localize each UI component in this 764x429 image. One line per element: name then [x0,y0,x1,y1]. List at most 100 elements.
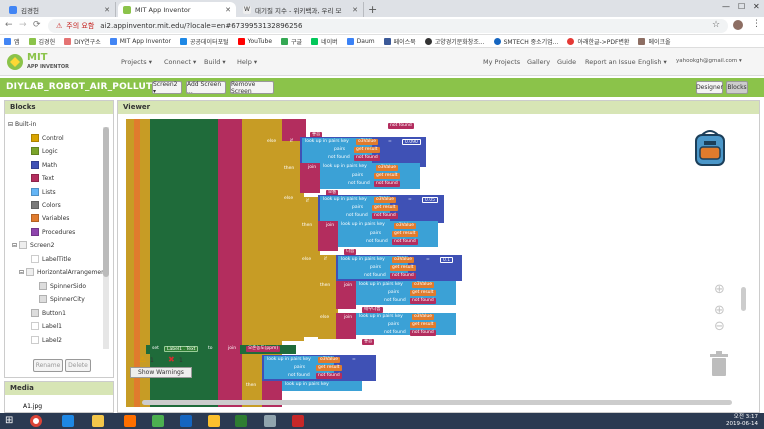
get-result-block[interactable]: get result [374,173,400,179]
nav-gallery[interactable]: Gallery [527,58,551,66]
close-icon[interactable]: ✕ [352,5,358,14]
star-icon[interactable]: ☆ [712,20,721,30]
number-threshold[interactable]: 0.1 [440,257,454,263]
number-threshold[interactable]: 0.090 [402,139,421,145]
media-player-icon[interactable] [124,415,136,427]
rename-button[interactable]: Rename [33,359,63,372]
category-logic[interactable]: Logic [31,147,58,155]
text-not-found[interactable]: not found [374,181,400,187]
text-not-found[interactable]: not found [410,330,436,336]
text-not-found[interactable]: not found [388,123,414,129]
category-math[interactable]: Math [31,161,57,169]
trash-icon[interactable] [708,351,730,377]
variable-o3value[interactable]: o3Value [356,139,378,145]
tab-kim[interactable]: 김경헌 ✕ [4,2,116,17]
add-screen-button[interactable]: Add Screen ... [186,81,226,95]
avatar[interactable] [733,20,743,30]
new-tab-button[interactable]: + [368,3,378,16]
close-window-button[interactable]: ✕ [753,2,760,11]
text-not-found[interactable]: not found [410,298,436,304]
join-block[interactable] [336,281,356,309]
mit-logo[interactable]: MIT APP INVENTOR [6,52,78,72]
bookmark-makeall[interactable]: 메이크올 [638,37,671,46]
text-not-found[interactable]: not found [392,239,418,245]
bookmark-diylab[interactable]: DIY연구소 [64,37,101,46]
text-not-found[interactable]: not found [372,213,398,219]
zoom-out-icon[interactable]: ⊖ [714,319,725,334]
tab-mit-app-inventor[interactable]: MIT App Inventor ✕ [118,2,236,17]
delete-button[interactable]: Delete [65,359,91,372]
bookmark-smtech[interactable]: SMTECH 중소기업... [493,37,558,46]
blocks-button[interactable]: Blocks [726,81,748,94]
screen-select[interactable]: Screen2 ▾ [152,81,182,95]
system-clock[interactable]: 오전 3:17 2019-06-14 [726,414,758,427]
variable-o3value[interactable]: o3Value [412,314,434,320]
remove-screen-button[interactable]: Remove Screen [230,81,274,95]
close-icon[interactable]: ✕ [104,5,110,14]
text-not-found[interactable]: not found [354,155,380,161]
media-file-a1[interactable]: A1.jpg [23,403,43,410]
excel-icon[interactable] [235,415,247,427]
url-field[interactable]: ⚠ 주의 요함 ai2.appinventor.mit.edu/?locale=… [48,19,728,33]
windows-start-icon[interactable]: ⊞ [5,415,14,426]
tree-scrollbar[interactable] [103,127,109,349]
app-icon[interactable] [264,415,276,427]
zoom-in-icon[interactable]: ⊕ [714,303,725,318]
join-block[interactable] [218,345,240,354]
maximize-button[interactable]: ☐ [738,2,746,11]
get-result-block[interactable]: get result [410,290,436,296]
component-label1[interactable]: Label1 [31,322,62,330]
variable-o3value[interactable]: o3Value [394,223,416,229]
get-result-block[interactable]: get result [354,147,380,153]
category-colors[interactable]: Colors [31,201,61,209]
join-block[interactable] [300,163,320,193]
lookup-pairs-block[interactable]: look up in pairs key [356,281,456,305]
backpack-icon[interactable] [690,127,730,169]
variable-o3value[interactable]: o3Value [392,257,414,263]
get-result-block[interactable]: get result [390,265,416,271]
category-control[interactable]: Control [31,134,64,142]
bookmark-google[interactable]: 구글 [281,37,302,46]
component-spinnercity[interactable]: SpinnerCity [39,295,85,303]
join-block[interactable] [336,313,356,339]
forward-icon[interactable]: → [19,20,27,30]
component-label2[interactable]: Label2 [31,336,62,344]
join-block[interactable] [318,221,338,251]
nav-guide[interactable]: Guide [557,58,577,66]
nav-account[interactable]: yahookgh@gmail.com ▾ [676,58,742,64]
bookmark-apps[interactable]: 앱 [4,37,20,46]
text-grade[interactable]: 보통 [326,190,339,196]
designer-button[interactable]: Designer [696,81,723,94]
workspace-vscroll-thumb[interactable] [741,287,746,311]
reload-icon[interactable]: ⟳ [33,20,41,30]
if-else-block[interactable] [318,255,338,339]
ie-icon[interactable] [62,415,74,427]
word-icon[interactable] [180,415,192,427]
workspace-hscroll-thumb[interactable] [142,400,732,405]
category-procedures[interactable]: Procedures [31,228,75,236]
variable-o3value[interactable]: o3Value [374,197,396,203]
bookmark-mit[interactable]: MIT App Inventor [109,37,171,45]
explorer-icon[interactable] [92,415,104,427]
tab-wikipedia[interactable]: W 대기질 지수 - 위키백과, 우리 모 ✕ [238,2,364,17]
tree-screen2[interactable]: ⊟ Screen2 [12,241,55,249]
text-block[interactable] [282,119,306,141]
text-not-found[interactable]: not found [390,273,416,279]
nav-projects[interactable]: Projects ▾ [121,58,152,66]
component-button1[interactable]: Button1 [31,309,66,317]
if-else-block[interactable] [300,197,320,337]
lookup-pairs-block[interactable]: look up in pairs key [320,163,420,189]
collapse-icon[interactable]: ⊟ [12,241,18,249]
get-result-block[interactable]: get result [316,365,342,371]
category-lists[interactable]: Lists [31,188,56,196]
nav-report-issue[interactable]: Report an Issue [585,58,636,66]
number-threshold[interactable]: 0.05 [422,197,439,203]
lookup-pairs-block[interactable]: look up in pairs key [356,313,456,335]
back-icon[interactable]: ← [5,20,13,30]
recenter-icon[interactable]: ⊕ [714,282,725,297]
if-else-block[interactable] [282,141,304,341]
if-else-block[interactable] [242,355,262,407]
bookmark-naver[interactable]: 네이버 [311,37,338,46]
lookup-pairs-block[interactable]: look up in pairs key [282,381,362,391]
bookmark-daum[interactable]: Daum [346,37,375,45]
